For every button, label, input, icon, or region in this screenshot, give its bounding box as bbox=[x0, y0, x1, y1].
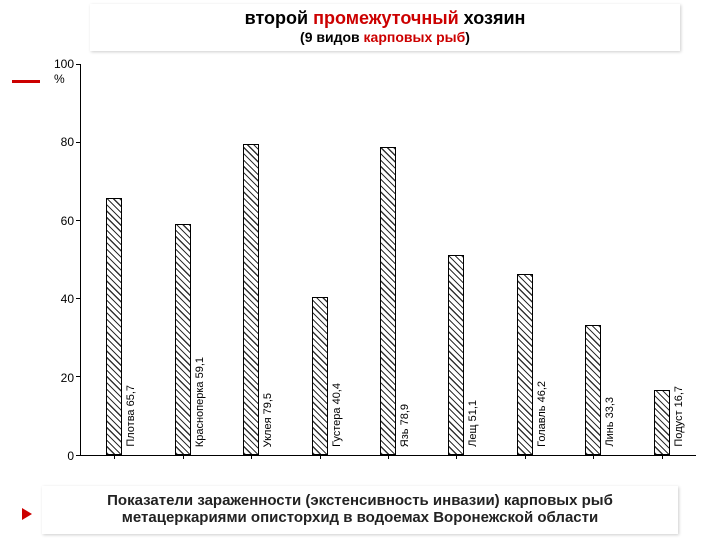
bars-container: Плотва 65,7 Красноперка 59,1 Уклея 79,5 Гус… bbox=[80, 64, 696, 455]
bar-label: Густера 40,4 bbox=[331, 383, 343, 447]
x-tick-mark bbox=[662, 455, 663, 459]
bar-label: Лещ 51,1 bbox=[467, 400, 479, 447]
y-tick-label: 60 bbox=[50, 214, 74, 228]
bar bbox=[585, 325, 601, 455]
chart-subtitle: (9 видов карповых рыб) bbox=[90, 29, 680, 45]
y-tick-mark bbox=[76, 298, 80, 299]
y-tick-label: 100 bbox=[50, 57, 74, 71]
x-tick-mark bbox=[251, 455, 252, 459]
bar-label: Язь 78,9 bbox=[399, 404, 411, 447]
bar-label: Подуст 16,7 bbox=[673, 386, 685, 447]
y-tick-label: 0 bbox=[50, 449, 74, 463]
bar bbox=[517, 274, 533, 455]
bar bbox=[380, 147, 396, 455]
bar-label: Красноперка 59,1 bbox=[194, 357, 206, 447]
bar bbox=[448, 255, 464, 455]
bar bbox=[654, 390, 670, 455]
bar-label: Плотва 65,7 bbox=[125, 385, 137, 447]
x-tick-mark bbox=[320, 455, 321, 459]
y-tick-mark bbox=[76, 142, 80, 143]
y-tick-mark bbox=[76, 220, 80, 221]
title-suffix: хозяин bbox=[459, 8, 526, 28]
x-tick-mark bbox=[114, 455, 115, 459]
y-tick-mark bbox=[76, 455, 80, 456]
title-prefix: второй bbox=[245, 8, 313, 28]
arrow-icon bbox=[22, 508, 32, 520]
bar-label: Уклея 79,5 bbox=[262, 393, 274, 447]
chart-title-box: второй промежуточный хозяин (9 видов кар… bbox=[90, 4, 680, 51]
title-highlight: промежуточный bbox=[313, 8, 459, 28]
x-tick-mark bbox=[593, 455, 594, 459]
plot-region: Плотва 65,7 Красноперка 59,1 Уклея 79,5 Гус… bbox=[80, 64, 696, 456]
bar-label: Линь 33,3 bbox=[604, 397, 616, 447]
chart-caption: Показатели зараженности (экстенсивность … bbox=[42, 486, 678, 534]
y-tick-label: 80 bbox=[50, 135, 74, 149]
y-tick-mark bbox=[76, 376, 80, 377]
y-tick-mark bbox=[76, 64, 80, 65]
bar-label: Голавль 46,2 bbox=[536, 381, 548, 447]
chart-area: % Плотва 65,7 Красноперка 59,1 Уклея 79,5 Г… bbox=[20, 58, 706, 468]
x-tick-mark bbox=[388, 455, 389, 459]
bar bbox=[243, 144, 259, 455]
chart-title: второй промежуточный хозяин bbox=[90, 8, 680, 29]
y-tick-label: 20 bbox=[50, 371, 74, 385]
y-axis-unit: % bbox=[54, 72, 65, 86]
bar bbox=[312, 297, 328, 455]
subtitle-suffix: ) bbox=[465, 29, 470, 45]
bar bbox=[106, 198, 122, 455]
bar bbox=[175, 224, 191, 455]
x-tick-mark bbox=[525, 455, 526, 459]
x-tick-mark bbox=[183, 455, 184, 459]
subtitle-highlight: карповых рыб bbox=[364, 29, 466, 45]
subtitle-prefix: (9 видов bbox=[300, 29, 364, 45]
x-tick-mark bbox=[456, 455, 457, 459]
y-tick-label: 40 bbox=[50, 292, 74, 306]
